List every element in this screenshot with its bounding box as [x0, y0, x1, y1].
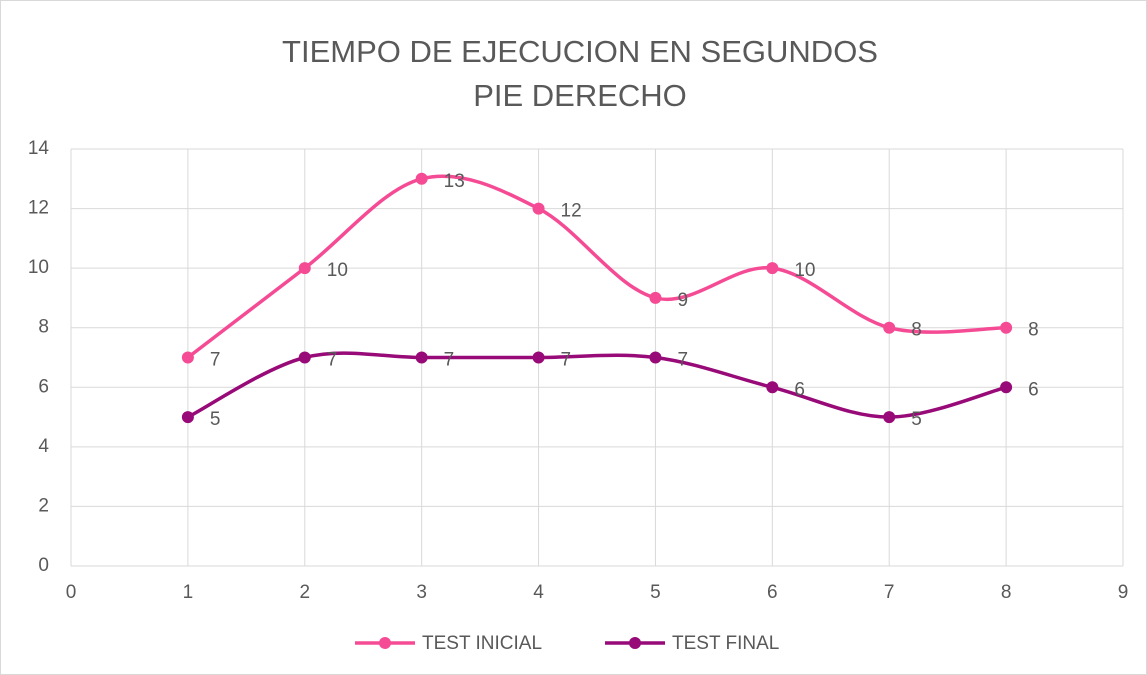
x-tick-label: 2: [299, 582, 310, 603]
y-tick-label: 6: [38, 376, 49, 397]
data-point: [532, 202, 545, 215]
data-point: [298, 262, 311, 275]
data-point: [883, 321, 896, 334]
data-label: 12: [561, 201, 582, 222]
x-tick-label: 1: [183, 582, 194, 603]
legend-marker: [379, 637, 391, 649]
y-tick-label: 8: [38, 317, 49, 338]
data-label: 10: [327, 260, 348, 281]
x-tick-label: 7: [884, 582, 895, 603]
chart-title: PIE DERECHO: [473, 78, 687, 113]
data-point: [1000, 321, 1013, 334]
y-tick-label: 14: [28, 138, 50, 159]
data-label: 7: [327, 350, 338, 371]
data-point: [766, 381, 779, 394]
y-tick-label: 12: [28, 198, 49, 219]
series-line: [186, 174, 1007, 359]
y-tick-label: 0: [38, 555, 49, 576]
legend-label: TEST FINAL: [672, 633, 779, 654]
data-label: 7: [677, 350, 688, 371]
data-point: [181, 411, 194, 424]
data-label: 5: [210, 409, 221, 430]
x-tick-label: 5: [650, 582, 661, 603]
series-line: [187, 351, 1007, 419]
data-point: [415, 351, 428, 364]
data-point: [1000, 381, 1013, 394]
y-tick-label: 4: [38, 436, 49, 457]
data-point: [649, 351, 662, 364]
x-tick-label: 0: [66, 582, 77, 603]
data-point: [766, 262, 779, 275]
x-tick-label: 3: [416, 582, 427, 603]
data-point: [532, 351, 545, 364]
data-label: 6: [794, 379, 805, 400]
x-tick-label: 9: [1118, 582, 1129, 603]
x-tick-label: 6: [767, 582, 778, 603]
data-label: 8: [911, 320, 922, 341]
data-label: 9: [677, 290, 688, 311]
legend-label: TEST INICIAL: [422, 633, 542, 654]
data-label: 7: [444, 350, 455, 371]
data-label: 7: [561, 350, 572, 371]
y-tick-label: 10: [28, 257, 49, 278]
data-point: [415, 172, 428, 185]
data-point: [298, 351, 311, 364]
data-point: [649, 291, 662, 304]
chart-title: TIEMPO DE EJECUCION EN SEGUNDOS: [282, 34, 878, 69]
data-label: 6: [1028, 379, 1039, 400]
y-tick-label: 2: [38, 495, 49, 516]
x-tick-label: 4: [533, 582, 544, 603]
data-label: 5: [911, 409, 922, 430]
data-point: [883, 411, 896, 424]
data-label: 13: [444, 171, 465, 192]
data-point: [181, 351, 194, 364]
data-label: 10: [794, 260, 815, 281]
x-tick-label: 8: [1001, 582, 1012, 603]
data-label: 7: [210, 350, 221, 371]
data-label: 8: [1028, 320, 1039, 341]
legend-marker: [629, 637, 641, 649]
